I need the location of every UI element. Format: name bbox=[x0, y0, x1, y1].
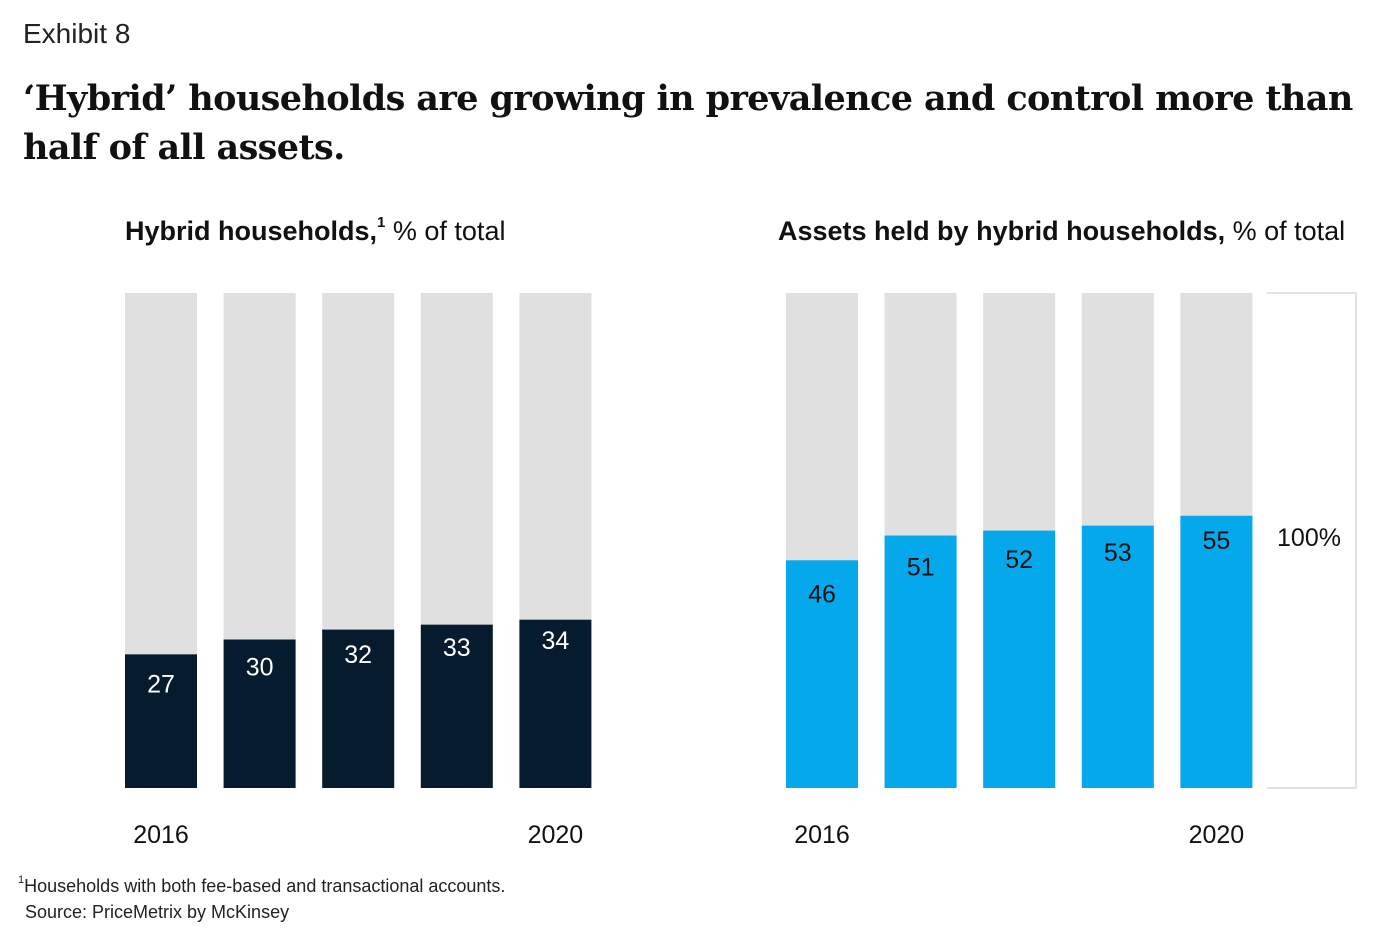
source-note: Source: PriceMetrix by McKinsey bbox=[25, 902, 290, 922]
right-value-label-2019: 53 bbox=[1104, 539, 1132, 567]
right-x-tick-2016: 2016 bbox=[794, 821, 850, 849]
right-chart-title: Assets held by hybrid households, % of t… bbox=[778, 216, 1345, 247]
left-x-tick-2016: 2016 bbox=[133, 821, 189, 849]
right-chart-title-bold: Assets held by hybrid households, bbox=[778, 216, 1226, 246]
left-chart-title-bold: Hybrid households, bbox=[125, 216, 378, 246]
exhibit-label: Exhibit 8 bbox=[23, 18, 131, 49]
right-bar-2016 bbox=[786, 560, 858, 788]
right-reference-box bbox=[1267, 292, 1357, 789]
left-value-label-2019: 33 bbox=[443, 634, 471, 662]
left-bar-2020 bbox=[519, 619, 592, 788]
left-value-label-2020: 34 bbox=[541, 627, 569, 655]
right-bar-2020 bbox=[1180, 515, 1253, 788]
right-value-label-2016: 46 bbox=[808, 580, 836, 608]
right-x-tick-2020: 2020 bbox=[1189, 821, 1245, 849]
left-chart-unit: % of total bbox=[392, 216, 506, 246]
footnote: 1Households with both fee-based and tran… bbox=[18, 874, 506, 897]
right-reference-label: 100% bbox=[1277, 524, 1341, 552]
footnote-marker: 1 bbox=[18, 874, 25, 886]
left-bar-2019 bbox=[420, 624, 493, 788]
left-x-tick-2020: 2020 bbox=[528, 821, 584, 849]
right-bar-2017 bbox=[884, 535, 957, 788]
right-value-label-2018: 52 bbox=[1005, 546, 1033, 574]
left-value-label-2018: 32 bbox=[344, 641, 372, 669]
right-value-label-2020: 55 bbox=[1202, 527, 1230, 555]
left-value-label-2017: 30 bbox=[246, 653, 274, 681]
left-value-label-2016: 27 bbox=[147, 670, 175, 698]
left-bar-2017 bbox=[223, 639, 296, 788]
footnote-text: Households with both fee-based and trans… bbox=[24, 876, 506, 896]
left-bar-2018 bbox=[322, 629, 395, 788]
right-chart-unit: % of total bbox=[1232, 216, 1346, 246]
right-value-label-2017: 51 bbox=[907, 553, 935, 581]
chart-headline: ‘Hybrid’ households are growing in preva… bbox=[23, 78, 1353, 168]
right-bar-2019 bbox=[1081, 525, 1154, 788]
left-chart-footnote-marker: 1 bbox=[377, 214, 386, 231]
left-bar-2016 bbox=[125, 654, 197, 788]
right-bar-2018 bbox=[983, 530, 1056, 788]
left-chart-title: Hybrid households,1 % of total bbox=[125, 214, 506, 247]
